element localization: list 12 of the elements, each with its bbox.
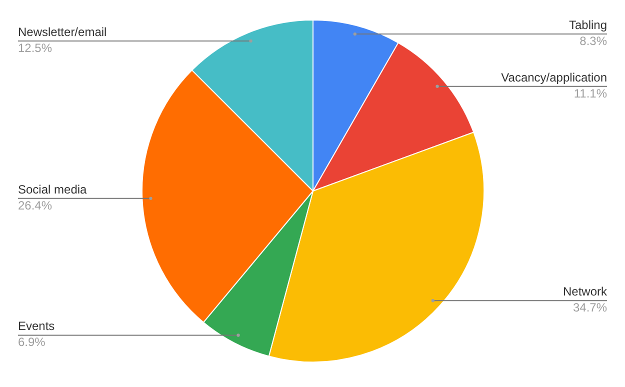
slice-label: Social media	[18, 182, 88, 196]
slice-label: Vacancy/application	[501, 70, 607, 84]
slice-label: Network	[562, 284, 608, 299]
data-label: 8.3%	[580, 34, 608, 48]
data-label: 6.9%	[18, 335, 46, 350]
slice-label: Tabling	[568, 18, 607, 32]
data-label: 26.4%	[18, 198, 52, 212]
data-label: 34.7%	[572, 300, 608, 315]
data-label: 12.5%	[18, 40, 52, 55]
slice-label: Newsletter/email	[18, 24, 107, 39]
slice-label: Events	[18, 319, 55, 334]
data-label: 11.1%	[574, 86, 608, 100]
